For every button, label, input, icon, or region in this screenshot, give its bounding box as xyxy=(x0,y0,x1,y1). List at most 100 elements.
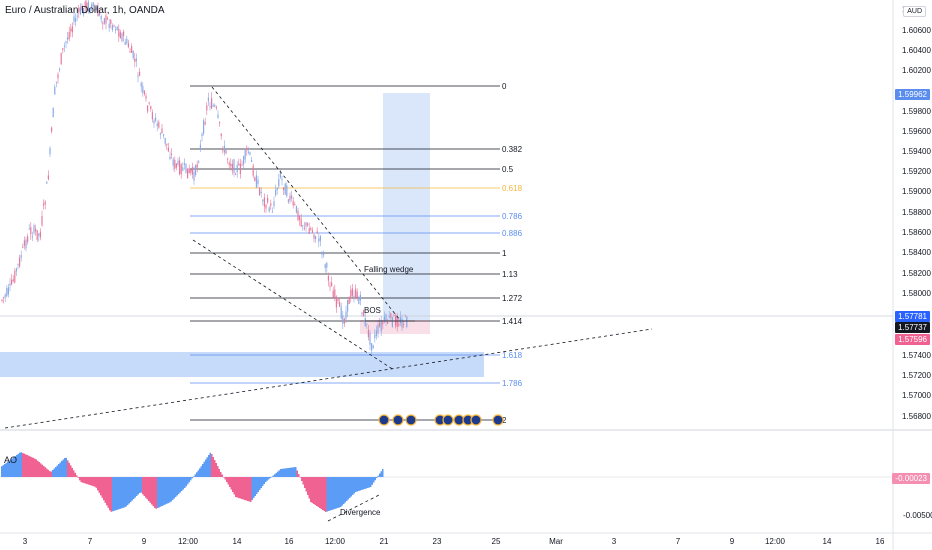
candle-body xyxy=(356,291,358,298)
ao-bar xyxy=(209,452,211,477)
fib-level-label: 1.272 xyxy=(502,294,523,303)
candle-body xyxy=(244,150,246,160)
currency-label[interactable]: AUD xyxy=(903,6,926,17)
ao-bar xyxy=(127,477,129,505)
ao-bar xyxy=(284,468,286,477)
candle-body xyxy=(4,294,6,298)
ao-bar xyxy=(269,477,271,479)
candle-body xyxy=(265,204,267,209)
ao-bar xyxy=(338,477,340,508)
ao-bar xyxy=(82,477,84,483)
ao-bar xyxy=(280,469,282,477)
candle-body xyxy=(385,314,387,322)
ao-bar xyxy=(349,477,351,498)
candle-body xyxy=(303,227,305,229)
candle-body xyxy=(393,315,395,317)
candle-body xyxy=(23,240,25,246)
ao-bar xyxy=(89,477,91,486)
candle-body xyxy=(364,318,366,327)
time-tick: 12:00 xyxy=(325,537,346,546)
ao-bar xyxy=(317,477,319,507)
last-price-badge: 1.57737 xyxy=(895,322,930,333)
wedge-lower-line[interactable] xyxy=(192,239,395,371)
ao-bar xyxy=(122,477,124,508)
ao-bar xyxy=(1,466,3,477)
ao-indicator-label[interactable]: AO xyxy=(4,455,18,465)
candle-body xyxy=(11,279,13,285)
candle-body xyxy=(350,289,352,299)
ao-bar xyxy=(256,477,258,494)
price-tick: 1.60200 xyxy=(902,66,931,75)
candle-body xyxy=(102,23,104,25)
candle-body xyxy=(103,18,105,24)
candle-body xyxy=(67,37,69,40)
candle-body xyxy=(271,211,273,213)
candle-body xyxy=(255,175,257,188)
ao-bar xyxy=(145,477,147,498)
wedge-upper-line[interactable] xyxy=(211,86,401,321)
price-tick: 1.59200 xyxy=(902,167,931,176)
ao-bar xyxy=(136,477,138,496)
ao-bar xyxy=(173,477,175,499)
candle-body xyxy=(108,23,110,28)
candle-body xyxy=(332,290,334,298)
demand-zone[interactable] xyxy=(0,352,484,377)
ao-bar xyxy=(212,457,214,477)
long-trendline[interactable] xyxy=(4,328,653,429)
ao-bar xyxy=(199,468,201,477)
candle-body xyxy=(129,51,131,53)
candle-body xyxy=(273,201,275,207)
candle-body xyxy=(249,152,251,155)
ao-bar xyxy=(307,477,309,495)
time-tick: 16 xyxy=(876,537,885,546)
candle-body xyxy=(396,316,398,327)
price-tick: 1.58000 xyxy=(902,289,931,298)
ao-bar xyxy=(118,477,120,510)
ao-bar xyxy=(287,468,289,477)
price-axis[interactable]: 1.60600 1.60400 1.60200 1.59800 1.59600 1.594… xyxy=(902,5,931,421)
candle-body xyxy=(353,295,355,297)
target-price-badge: 1.59962 xyxy=(895,89,930,100)
price-tick: 1.60600 xyxy=(902,26,931,35)
ao-bar xyxy=(68,462,70,477)
candle-body xyxy=(33,225,35,233)
candle-body xyxy=(83,8,85,15)
ao-bar xyxy=(205,459,207,477)
candle-body xyxy=(307,223,309,226)
marker-bubbles[interactable] xyxy=(378,414,504,426)
candle-body xyxy=(107,18,109,20)
ao-bar xyxy=(116,477,118,510)
time-axis[interactable]: 3 7 9 12:00 14 16 12:00 21 23 25 Mar 3 7 9 12:00 14 16 xyxy=(23,537,885,546)
target-box[interactable] xyxy=(383,93,430,320)
candle-body xyxy=(51,127,53,132)
candle-body xyxy=(302,225,304,227)
fibonacci-extension[interactable]: 0 0.382 0.5 0.618 0.786 0.886 1 1.13 1.272 1.414 1… xyxy=(190,82,523,425)
ao-bar xyxy=(166,477,168,504)
divergence-line[interactable] xyxy=(327,493,382,522)
candle-body xyxy=(57,74,59,79)
ao-bar xyxy=(100,477,102,496)
candle-body xyxy=(406,316,408,328)
candle-body xyxy=(401,318,403,328)
candle-body xyxy=(228,162,230,165)
ao-bar xyxy=(13,457,15,477)
candle-body xyxy=(327,275,329,281)
candle-body xyxy=(68,31,70,40)
time-tick: 9 xyxy=(142,537,147,546)
candle-body xyxy=(319,235,321,241)
candle-body xyxy=(124,41,126,45)
candle-body xyxy=(311,230,313,233)
candle-body xyxy=(38,233,40,236)
ao-bar xyxy=(121,477,123,509)
ao-bar xyxy=(229,477,231,487)
candle-body xyxy=(20,255,22,258)
candle-body xyxy=(209,105,211,108)
ao-bar xyxy=(49,471,51,477)
ao-bar xyxy=(28,455,30,477)
ao-bar xyxy=(17,453,19,477)
ao-bar xyxy=(140,477,142,493)
candle-body xyxy=(127,43,129,48)
candle-body xyxy=(196,164,198,168)
ao-bar xyxy=(130,477,132,502)
